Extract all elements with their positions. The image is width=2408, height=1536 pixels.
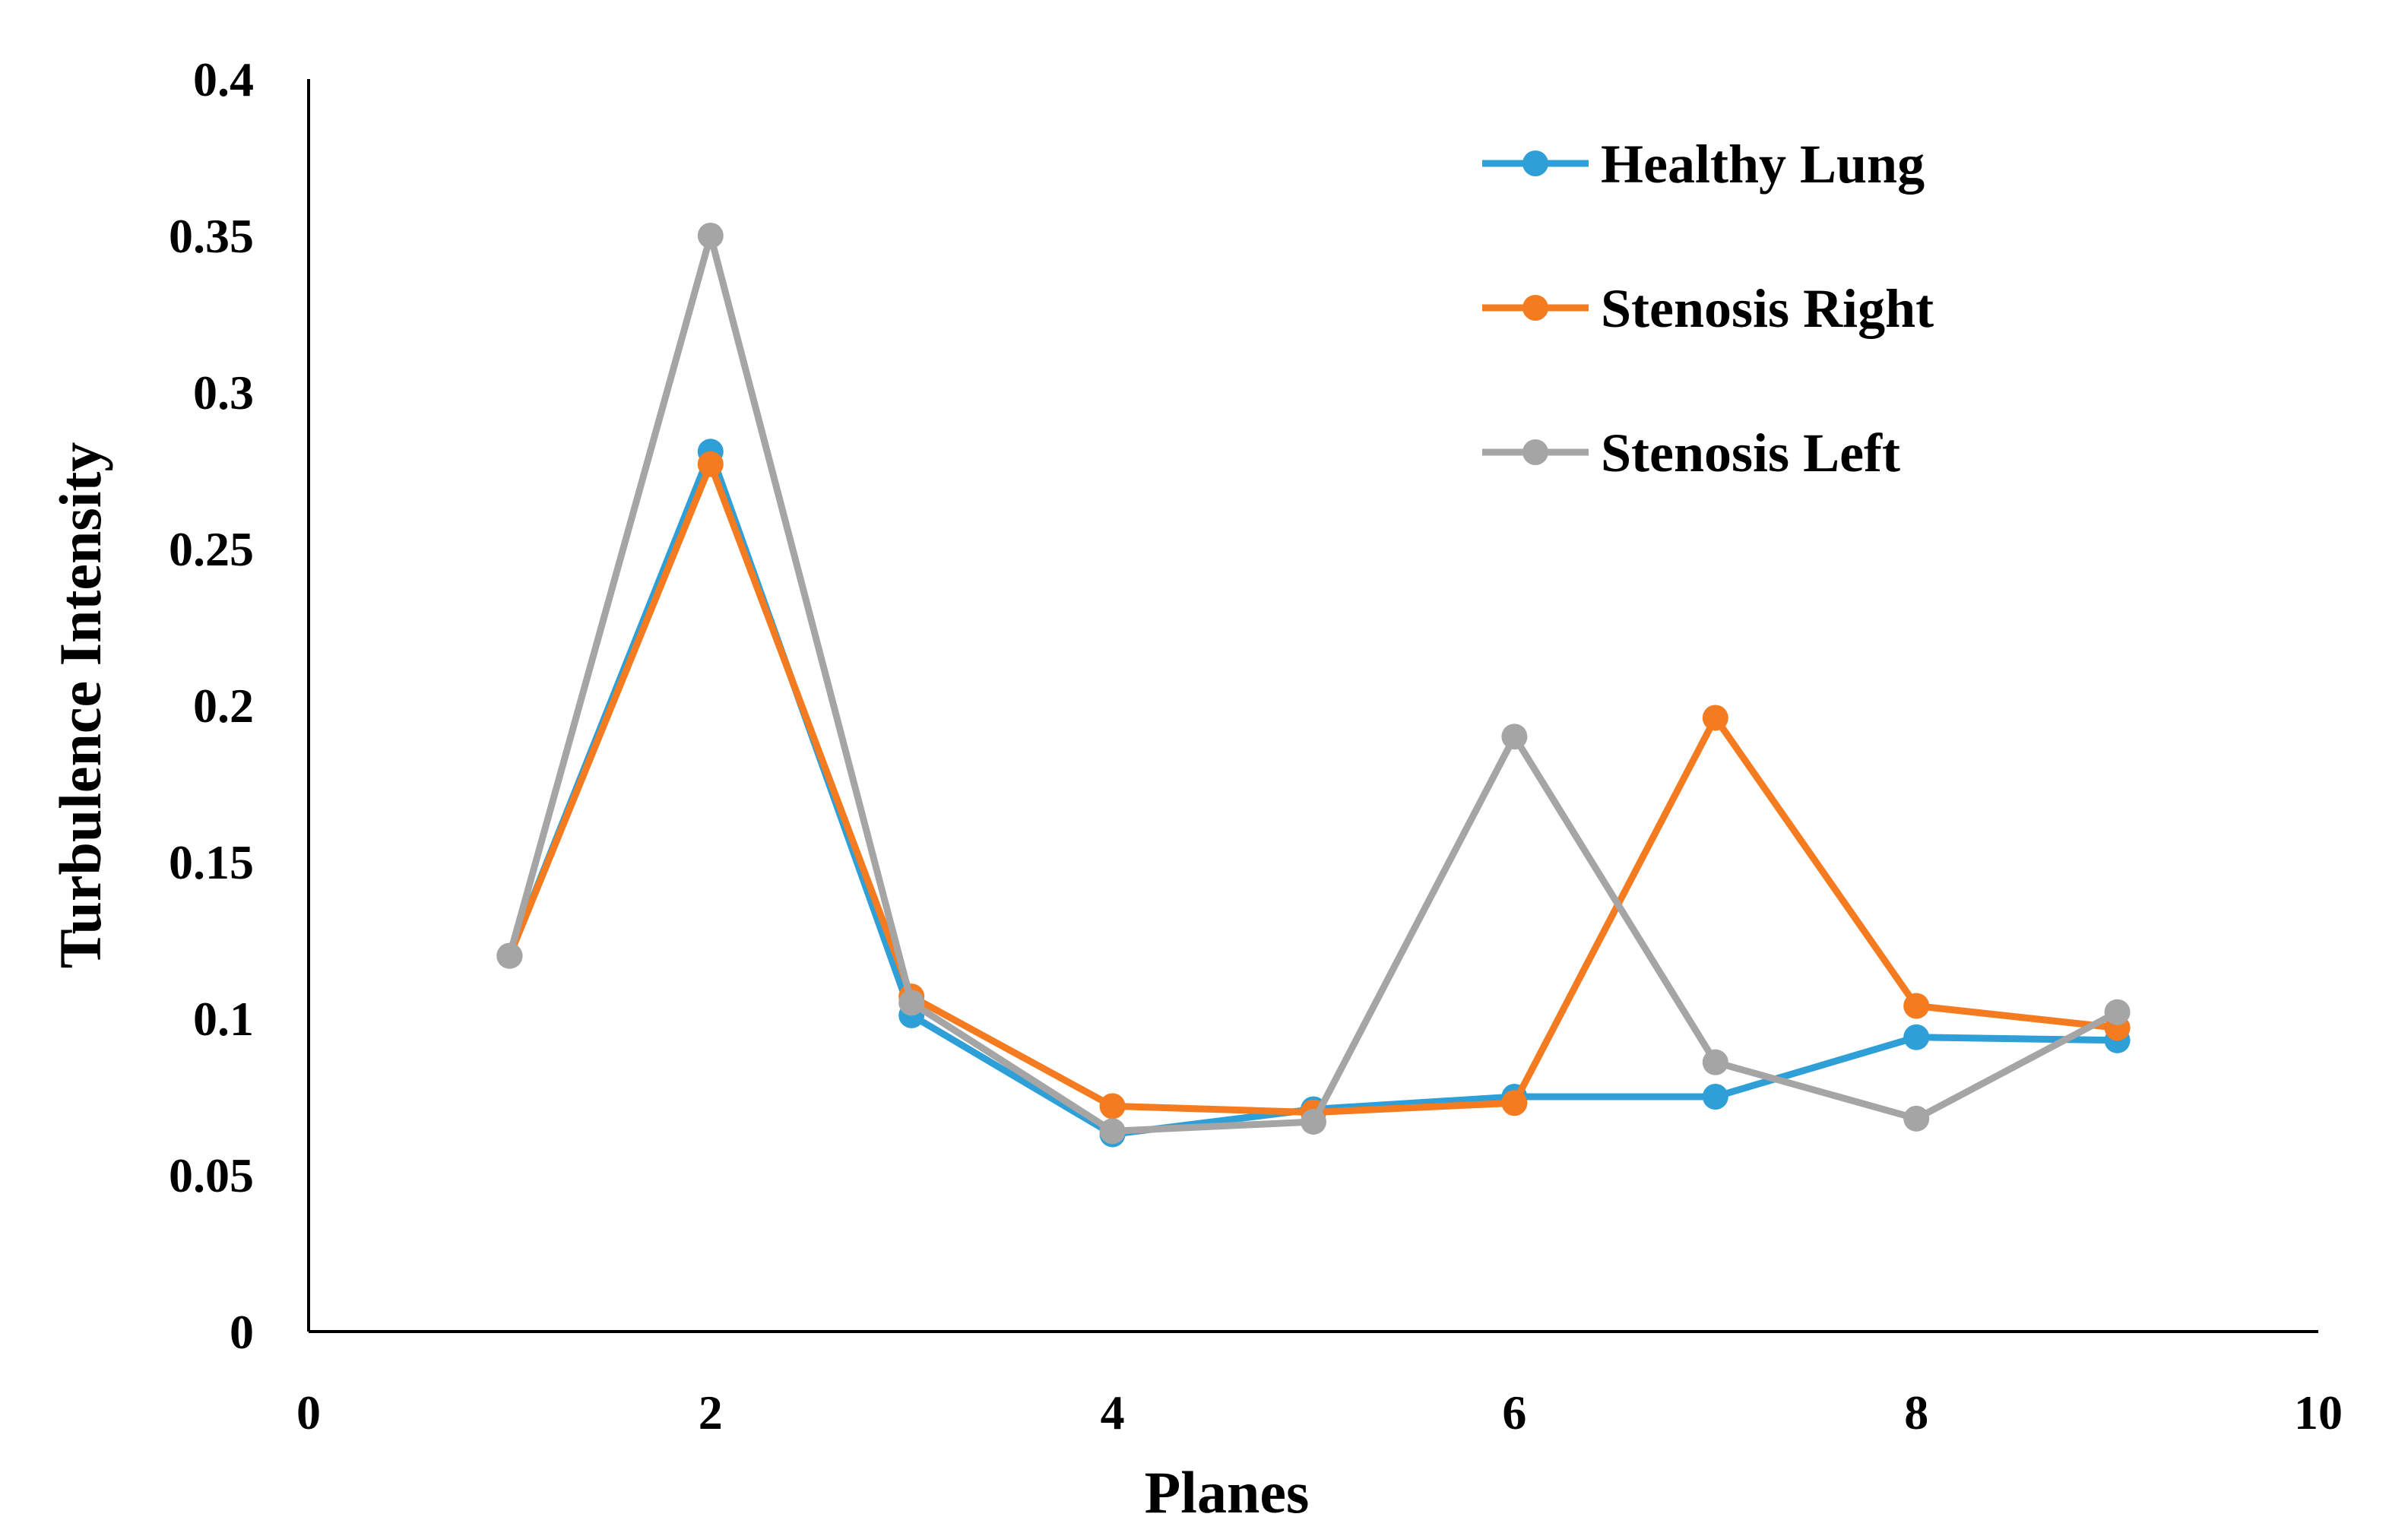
series-line <box>505 448 2121 1138</box>
axes <box>307 79 2318 1333</box>
legend-label: Healthy Lung <box>1601 134 1925 195</box>
x-axis-title: Planes <box>1145 1459 1310 1525</box>
legend-label: Stenosis Left <box>1601 423 1900 483</box>
y-tick-label: 0.2 <box>193 679 254 733</box>
legend-marker <box>1522 150 1548 176</box>
series-line <box>505 232 2121 1135</box>
y-axis-title: Turbulence Intensity <box>47 442 113 969</box>
x-tick-label: 0 <box>296 1386 321 1439</box>
x-tick-label: 8 <box>1904 1386 1928 1439</box>
x-tick-label: 4 <box>1101 1386 1125 1439</box>
data-point <box>1702 1084 1728 1110</box>
y-tick-label: 0.1 <box>193 992 254 1046</box>
series-lines <box>496 223 2131 1148</box>
data-point <box>496 942 523 969</box>
x-tick-labels: 0 2 4 6 8 10 <box>296 1386 2343 1439</box>
data-point <box>1099 1118 1126 1145</box>
series-stenosis-left <box>496 223 2131 1145</box>
y-tick-label: 0.3 <box>193 366 254 420</box>
legend-item: Healthy Lung <box>1482 134 1925 195</box>
data-point <box>1301 1108 1326 1135</box>
data-point <box>2104 999 2131 1025</box>
legend-item: Stenosis Left <box>1482 423 1900 483</box>
data-point <box>1702 1049 1728 1075</box>
data-point <box>697 451 724 477</box>
x-tick-label: 6 <box>1502 1386 1526 1439</box>
data-point <box>898 990 925 1016</box>
y-tick-label: 0.15 <box>169 835 254 889</box>
y-tick-label: 0.25 <box>169 522 254 576</box>
series-stenosis-right <box>496 451 2131 1126</box>
data-point <box>1501 1090 1528 1116</box>
data-point <box>1099 1093 1126 1120</box>
y-tick-label: 0.35 <box>169 209 254 263</box>
legend-label: Stenosis Right <box>1601 278 1934 339</box>
data-point <box>1702 705 1728 731</box>
x-tick-label: 10 <box>2294 1386 2343 1439</box>
y-tick-label: 0.4 <box>193 52 254 106</box>
x-tick-label: 2 <box>699 1386 723 1439</box>
data-point <box>697 223 724 249</box>
legend: Healthy Lung Stenosis Right Stenosis Left <box>1482 134 1934 483</box>
legend-marker <box>1522 439 1548 465</box>
y-tick-label: 0.05 <box>169 1148 254 1202</box>
y-tick-labels: 0 0.05 0.1 0.15 0.2 0.25 0.3 0.35 0.4 <box>169 52 254 1359</box>
data-point <box>1903 1024 1930 1050</box>
data-point <box>1903 993 1930 1019</box>
data-point <box>1501 724 1528 750</box>
legend-item: Stenosis Right <box>1482 278 1934 339</box>
data-point <box>1903 1105 1930 1132</box>
legend-marker <box>1522 295 1548 321</box>
y-tick-label: 0 <box>230 1305 254 1359</box>
series-line <box>505 461 2121 1116</box>
